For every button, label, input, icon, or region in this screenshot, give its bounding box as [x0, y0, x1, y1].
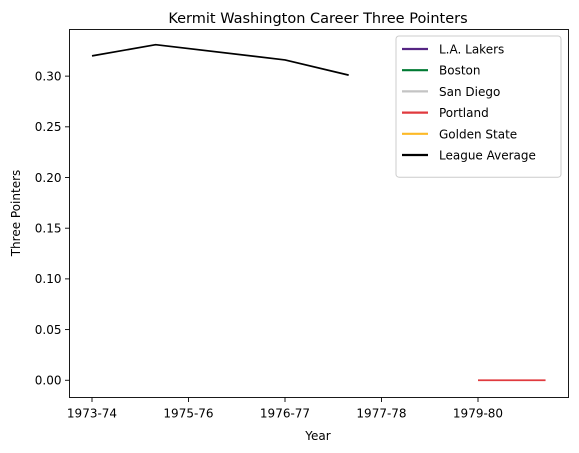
legend-label: L.A. Lakers	[439, 43, 504, 57]
legend-label: Golden State	[439, 127, 517, 141]
x-tick-label: 1977-78	[356, 407, 406, 421]
plot-lines	[91, 43, 546, 382]
x-tick-label: 1975-76	[163, 407, 213, 421]
y-tick-label: 0.30	[35, 69, 62, 83]
y-axis: 0.00 0.05 0.10 0.15 0.20 0.25 0.30	[35, 69, 70, 388]
y-tick-label: 0.10	[35, 272, 62, 286]
y-axis-label: Three Pointers	[9, 170, 23, 258]
chart-title: Kermit Washington Career Three Pointers	[168, 11, 467, 27]
legend-label: League Average	[439, 149, 536, 163]
series-line	[91, 43, 349, 76]
y-tick-label: 0.05	[35, 323, 62, 337]
x-axis-label: Year	[304, 429, 330, 443]
legend-label: San Diego	[439, 85, 500, 99]
legend-box	[395, 35, 562, 178]
x-tick-label: 1976-77	[260, 407, 310, 421]
x-tick-label: 1973-74	[67, 407, 117, 421]
x-axis: 1973-74 1975-76 1976-77 1977-78 1979-80	[67, 397, 503, 421]
y-tick-label: 0.25	[35, 120, 62, 134]
y-tick-label: 0.15	[35, 221, 62, 235]
legend-label: Boston	[439, 64, 480, 78]
legend-label: Portland	[439, 106, 489, 120]
y-tick-label: 0.20	[35, 171, 62, 185]
legend: L.A. Lakers Boston San Diego Portland Golden…	[395, 35, 562, 178]
x-tick-label: 1979-80	[453, 407, 503, 421]
plot-frame	[69, 29, 569, 398]
y-tick-label: 0.00	[35, 374, 62, 388]
